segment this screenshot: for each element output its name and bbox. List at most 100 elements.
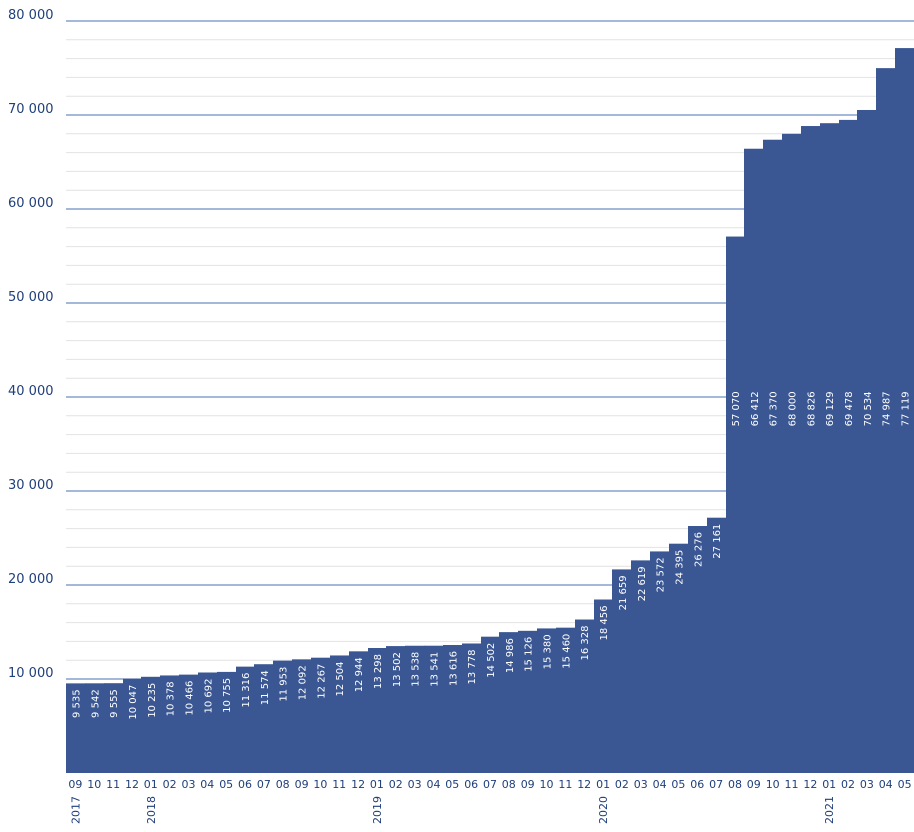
y-tick-label: 80 000 bbox=[8, 8, 54, 23]
bar bbox=[594, 599, 613, 773]
bar-value-label: 15 380 bbox=[543, 634, 554, 669]
bar bbox=[744, 148, 764, 774]
y-tick-label: 10 000 bbox=[8, 666, 54, 681]
bar-value-label: 22 619 bbox=[637, 566, 648, 601]
bar bbox=[612, 569, 632, 773]
bar-value-label: 27 161 bbox=[712, 524, 723, 559]
x-tick-label: 11 bbox=[332, 778, 346, 791]
bar-series bbox=[66, 48, 914, 774]
bar bbox=[254, 664, 274, 773]
bar-value-label: 12 944 bbox=[354, 657, 365, 692]
bar bbox=[236, 666, 255, 773]
x-tick-label: 05 bbox=[898, 778, 912, 791]
bar-value-label: 74 987 bbox=[882, 391, 893, 426]
x-tick-label: 08 bbox=[728, 778, 742, 791]
bar bbox=[556, 627, 576, 773]
year-label: 2019 bbox=[371, 796, 384, 824]
bar bbox=[311, 657, 331, 773]
bar bbox=[368, 647, 387, 773]
bar-value-label: 12 092 bbox=[298, 665, 309, 700]
x-tick-label: 01 bbox=[144, 778, 158, 791]
bar-value-label: 10 755 bbox=[222, 678, 233, 713]
bar-value-label: 11 574 bbox=[260, 670, 271, 705]
bar-value-label: 57 070 bbox=[731, 391, 742, 426]
x-tick-label: 04 bbox=[200, 778, 214, 791]
bar-value-label: 14 986 bbox=[505, 638, 516, 673]
x-tick-label: 08 bbox=[502, 778, 516, 791]
x-tick-label: 03 bbox=[182, 778, 196, 791]
bar bbox=[179, 674, 199, 773]
bar-value-label: 13 502 bbox=[392, 652, 403, 687]
bar bbox=[631, 560, 651, 773]
bar bbox=[669, 543, 689, 773]
x-tick-label: 01 bbox=[370, 778, 384, 791]
bar bbox=[499, 632, 519, 773]
bar-value-label: 13 298 bbox=[373, 654, 384, 689]
bar-value-label: 13 538 bbox=[411, 652, 422, 687]
x-tick-label: 09 bbox=[295, 778, 309, 791]
bar-value-label: 15 126 bbox=[524, 637, 535, 672]
x-tick-label: 10 bbox=[766, 778, 780, 791]
x-tick-label: 12 bbox=[351, 778, 365, 791]
year-label: 2018 bbox=[145, 796, 158, 824]
x-tick-label: 02 bbox=[615, 778, 629, 791]
bar bbox=[443, 645, 463, 773]
x-tick-label: 03 bbox=[408, 778, 422, 791]
x-tick-label: 07 bbox=[257, 778, 271, 791]
y-tick-label: 70 000 bbox=[8, 102, 54, 117]
bar-value-label: 14 502 bbox=[486, 643, 497, 678]
y-tick-label: 30 000 bbox=[8, 478, 54, 493]
bar-value-label: 18 456 bbox=[599, 606, 610, 641]
x-tick-label: 06 bbox=[238, 778, 252, 791]
bar bbox=[707, 517, 727, 773]
y-tick-label: 60 000 bbox=[8, 196, 54, 211]
bar-value-label: 66 412 bbox=[750, 391, 761, 426]
x-tick-label: 10 bbox=[87, 778, 101, 791]
bar-value-label: 26 276 bbox=[693, 532, 704, 567]
bar bbox=[575, 619, 595, 773]
bar bbox=[537, 628, 557, 773]
x-tick-label: 04 bbox=[653, 778, 667, 791]
bar-value-label: 10 378 bbox=[166, 681, 177, 716]
x-tick-label: 03 bbox=[634, 778, 648, 791]
x-tick-label: 05 bbox=[445, 778, 459, 791]
bar bbox=[198, 672, 218, 773]
x-axis-ticks: 09 10 11 12 01 02 03 04 05 06 07 08 09 10 11 12 01 02 03 04… bbox=[68, 778, 911, 791]
bar-value-label: 9 555 bbox=[109, 689, 120, 718]
bar-value-label: 10 466 bbox=[185, 681, 196, 716]
bar bbox=[104, 683, 124, 773]
bar bbox=[857, 109, 877, 773]
x-tick-label: 02 bbox=[163, 778, 177, 791]
bar bbox=[66, 683, 86, 773]
x-tick-label: 11 bbox=[785, 778, 799, 791]
bar bbox=[782, 133, 802, 774]
bar bbox=[217, 671, 237, 773]
bar bbox=[726, 236, 745, 774]
bar bbox=[405, 645, 425, 773]
x-tick-label: 09 bbox=[747, 778, 761, 791]
bar-value-label: 23 572 bbox=[656, 557, 667, 592]
bar bbox=[895, 48, 914, 773]
y-tick-label: 20 000 bbox=[8, 572, 54, 587]
bar-value-label: 21 659 bbox=[618, 575, 629, 610]
bar bbox=[763, 139, 783, 774]
bar-value-label: 10 235 bbox=[147, 683, 158, 718]
bar-value-label: 11 953 bbox=[279, 667, 290, 702]
year-label: 2020 bbox=[597, 796, 610, 824]
x-tick-label: 08 bbox=[276, 778, 290, 791]
bar bbox=[820, 123, 840, 774]
bar bbox=[349, 651, 369, 773]
y-tick-label: 50 000 bbox=[8, 290, 54, 305]
y-axis-ticks: 10 000 20 000 30 000 40 000 50 000 60 000 70 0… bbox=[8, 8, 54, 681]
x-tick-label: 12 bbox=[803, 778, 817, 791]
y-tick-label: 40 000 bbox=[8, 384, 54, 399]
bar bbox=[160, 675, 180, 773]
x-tick-label: 06 bbox=[464, 778, 478, 791]
x-tick-label: 06 bbox=[690, 778, 704, 791]
bar bbox=[386, 646, 406, 773]
bar-value-label: 10 047 bbox=[128, 685, 139, 720]
data-labels: 9 535 9 542 9 555 10 047 10 235 10 378 10 466 1… bbox=[71, 391, 911, 719]
bar bbox=[876, 68, 896, 774]
